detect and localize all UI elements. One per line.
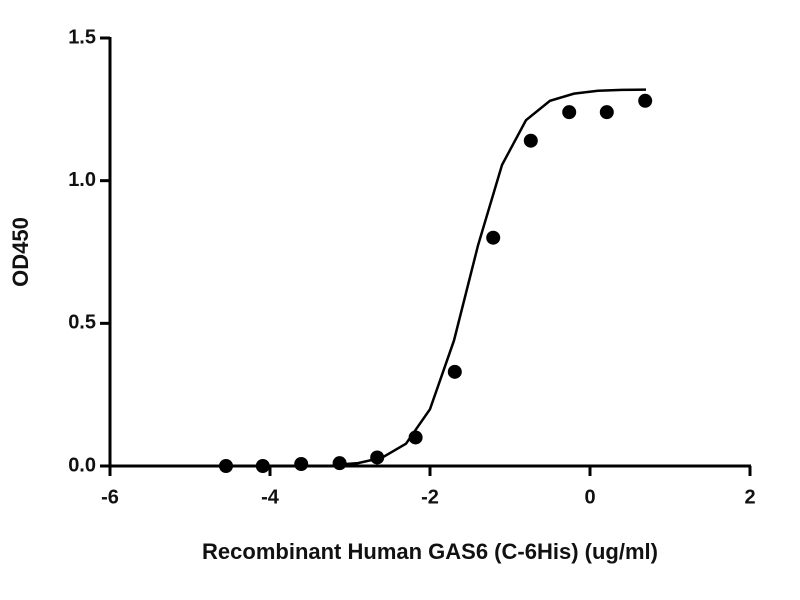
y-tick-label: 1.5 [68, 26, 96, 48]
fit-curve [333, 88, 647, 467]
x-axis-label: Recombinant Human GAS6 (C-6His) (ug/ml) [202, 539, 658, 564]
y-axis-label: OD450 [8, 217, 33, 287]
data-point [408, 430, 423, 445]
data-point [332, 456, 347, 471]
y-tick-label: 1.0 [68, 169, 96, 191]
data-point [219, 459, 233, 473]
data-point [255, 459, 270, 473]
x-tick-label: -6 [101, 486, 119, 508]
data-point [294, 457, 309, 472]
data-point [562, 105, 577, 120]
data-point [370, 450, 385, 465]
data-point [486, 230, 501, 245]
data-point [599, 105, 614, 120]
x-tick-label: 2 [744, 486, 755, 508]
x-tick-label: -2 [421, 486, 439, 508]
x-tick-label: -4 [261, 486, 280, 508]
data-point [447, 364, 462, 379]
data-point [638, 93, 653, 108]
y-tick-label: 0.0 [68, 454, 96, 476]
x-tick-label: 0 [584, 486, 595, 508]
data-point [523, 133, 538, 148]
y-tick-label: 0.5 [68, 312, 96, 334]
